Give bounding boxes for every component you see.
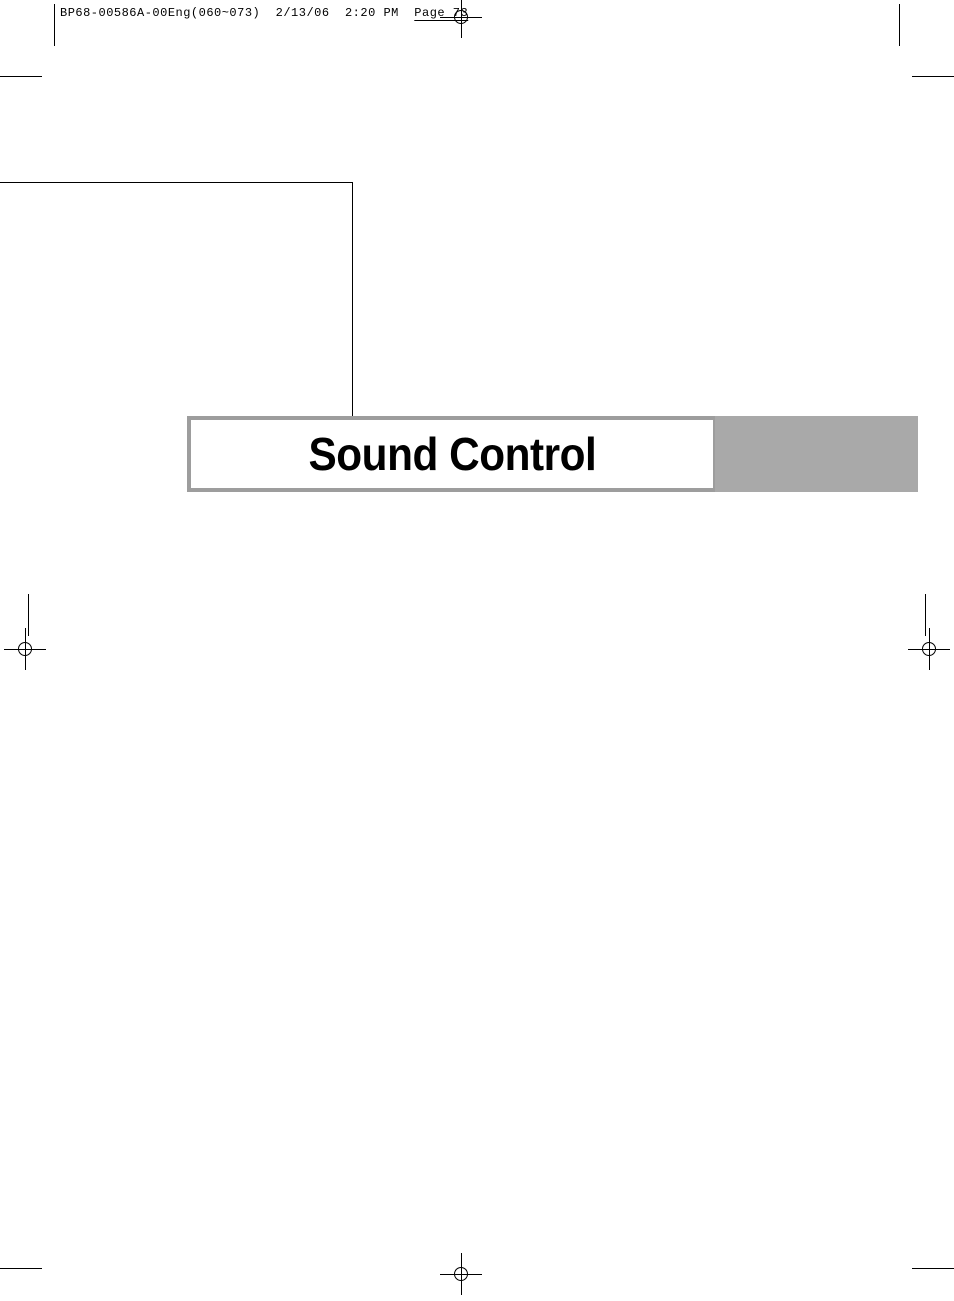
print-slug: BP68-00586A-00Eng(060~073) 2/13/06 2:20 … <box>60 6 468 20</box>
registration-mark-icon <box>908 628 950 670</box>
crop-mark <box>912 1268 954 1269</box>
divider-line <box>0 182 352 183</box>
section-title: Sound Control <box>308 427 596 481</box>
divider-line <box>352 182 353 418</box>
slug-doc-id: BP68-00586A-00Eng(060~073) <box>60 6 260 20</box>
crop-mark <box>912 76 954 77</box>
crop-mark <box>899 4 900 46</box>
registration-mark-icon <box>4 628 46 670</box>
crop-mark <box>54 4 55 46</box>
slug-time: 2:20 PM <box>345 6 399 20</box>
registration-mark-icon <box>440 1253 482 1295</box>
section-tab-fill <box>715 416 918 492</box>
slug-date: 2/13/06 <box>276 6 330 20</box>
section-title-box: Sound Control <box>187 416 717 492</box>
registration-mark-icon <box>440 0 482 38</box>
crop-mark <box>0 1268 42 1269</box>
section-title-banner: Sound Control <box>187 416 918 492</box>
crop-mark <box>0 76 42 77</box>
